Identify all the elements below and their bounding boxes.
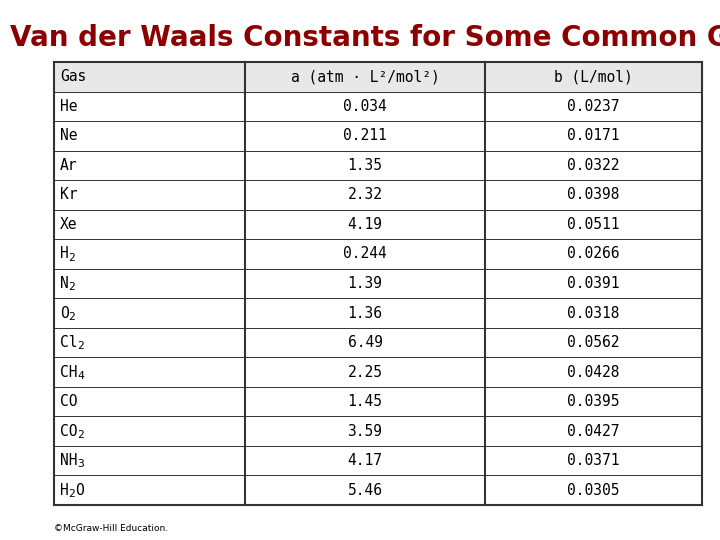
Text: 0.0322: 0.0322 (567, 158, 620, 173)
Text: 2.25: 2.25 (348, 364, 382, 380)
Text: Gas: Gas (60, 69, 86, 84)
Text: 1.45: 1.45 (348, 394, 382, 409)
Text: 0.0511: 0.0511 (567, 217, 620, 232)
Text: H: H (60, 483, 68, 498)
Text: 0.0318: 0.0318 (567, 306, 620, 321)
Text: 0.0305: 0.0305 (567, 483, 620, 498)
Text: Ne: Ne (60, 129, 77, 144)
Text: 0.211: 0.211 (343, 129, 387, 144)
Text: a (atm · L²/mol²): a (atm · L²/mol²) (291, 69, 439, 84)
Text: CH: CH (60, 364, 77, 380)
Text: 6.49: 6.49 (348, 335, 382, 350)
Text: Cl: Cl (60, 335, 77, 350)
Text: 1.35: 1.35 (348, 158, 382, 173)
Text: 1.36: 1.36 (348, 306, 382, 321)
Text: 2: 2 (68, 312, 76, 322)
Text: 2.32: 2.32 (348, 187, 382, 202)
Text: Xe: Xe (60, 217, 77, 232)
Text: 2: 2 (68, 282, 76, 292)
Text: CO: CO (60, 394, 77, 409)
Text: NH: NH (60, 453, 77, 468)
Text: Kr: Kr (60, 187, 77, 202)
Text: 0.0391: 0.0391 (567, 276, 620, 291)
Text: 2: 2 (68, 489, 76, 499)
Bar (54, 62, 702, 92)
Text: 2: 2 (77, 430, 84, 440)
Text: 0.0562: 0.0562 (567, 335, 620, 350)
Text: 2: 2 (77, 341, 84, 352)
Text: 0.0395: 0.0395 (567, 394, 620, 409)
Text: 0.0171: 0.0171 (567, 129, 620, 144)
Text: 0.0371: 0.0371 (567, 453, 620, 468)
Text: 0.244: 0.244 (343, 246, 387, 261)
Text: 0.0398: 0.0398 (567, 187, 620, 202)
Text: H: H (60, 246, 68, 261)
Text: b (L/mol): b (L/mol) (554, 69, 633, 84)
Text: ©McGraw-Hill Education.: ©McGraw-Hill Education. (54, 524, 168, 532)
Text: Ar: Ar (60, 158, 77, 173)
Text: 0.034: 0.034 (343, 99, 387, 114)
Text: O: O (75, 483, 84, 498)
Text: N: N (60, 276, 68, 291)
Text: 3: 3 (77, 460, 84, 469)
Text: 0.0237: 0.0237 (567, 99, 620, 114)
Text: 3.59: 3.59 (348, 423, 382, 438)
Text: O: O (60, 306, 68, 321)
Text: 1.39: 1.39 (348, 276, 382, 291)
Text: 2: 2 (68, 253, 76, 263)
Text: 4: 4 (77, 371, 84, 381)
Text: 5.46: 5.46 (348, 483, 382, 498)
Text: He: He (60, 99, 77, 114)
Text: CO: CO (60, 423, 77, 438)
Text: 0.0428: 0.0428 (567, 364, 620, 380)
Text: 0.0266: 0.0266 (567, 246, 620, 261)
Text: 4.19: 4.19 (348, 217, 382, 232)
Text: 0.0427: 0.0427 (567, 423, 620, 438)
Text: Van der Waals Constants for Some Common Gases: Van der Waals Constants for Some Common … (10, 24, 720, 52)
Text: 4.17: 4.17 (348, 453, 382, 468)
